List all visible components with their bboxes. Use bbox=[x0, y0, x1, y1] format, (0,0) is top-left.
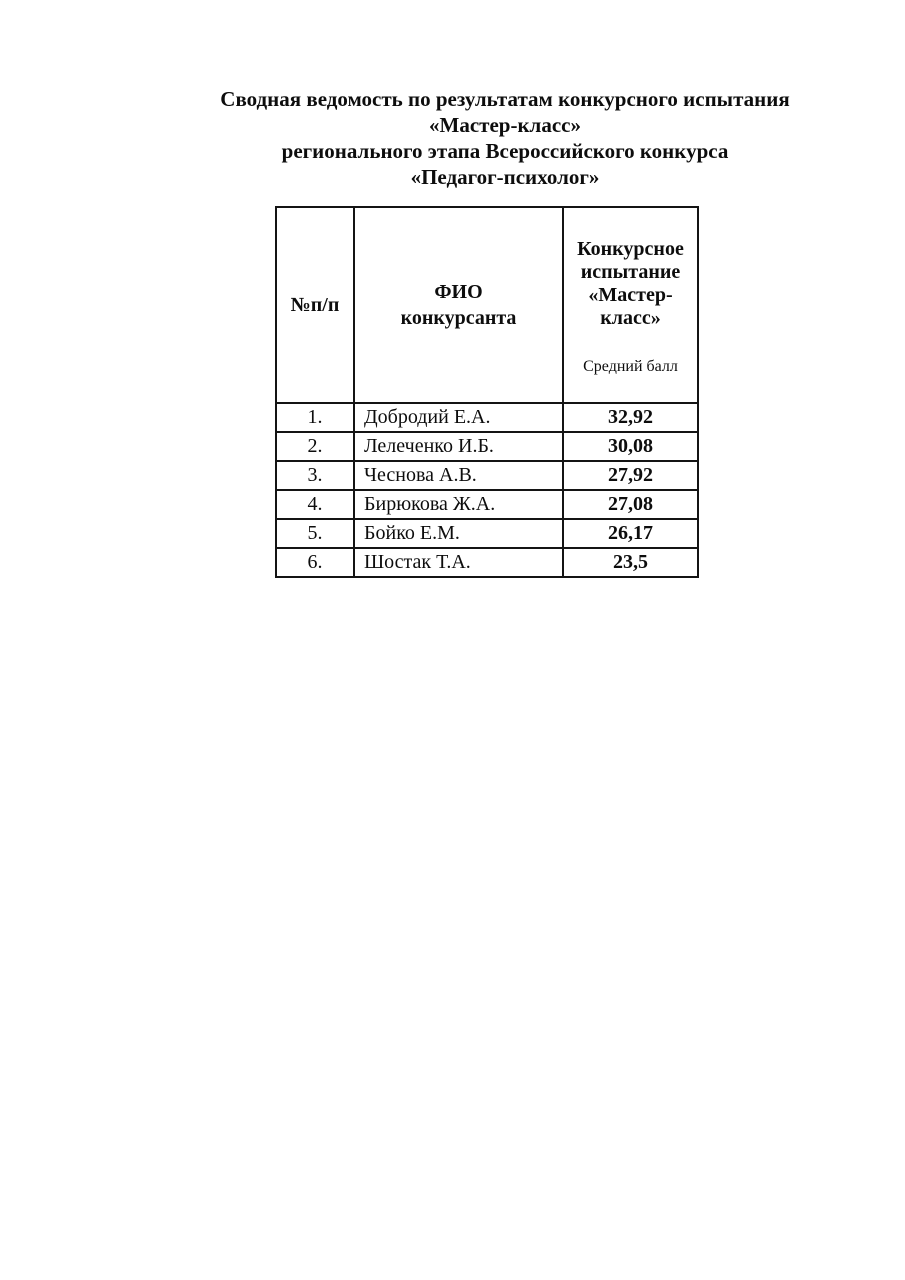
contestant-name-cell: Бойко Е.М. bbox=[353, 518, 564, 549]
row-number-cell: 1. bbox=[275, 402, 355, 433]
row-number-cell: 4. bbox=[275, 489, 355, 520]
results-table: №п/п ФИО конкурсанта Конкурсное испытани… bbox=[275, 206, 699, 578]
header-contestant-name: ФИО конкурсанта bbox=[353, 206, 564, 404]
document-title-line-4: «Педагог-психолог» bbox=[410, 165, 600, 189]
score-cell: 30,08 bbox=[562, 431, 699, 462]
score-cell: 27,92 bbox=[562, 460, 699, 491]
contestant-name-cell: Добродий Е.А. bbox=[353, 402, 564, 433]
table-row: 4. Бирюкова Ж.А. 27,08 bbox=[275, 489, 699, 520]
header-score-title: Конкурсное испытание «Мастер- класс» bbox=[577, 238, 684, 329]
score-cell: 23,5 bbox=[562, 547, 699, 578]
row-number-cell: 6. bbox=[275, 547, 355, 578]
document-title-line-1: Сводная ведомость по результатам конкурс… bbox=[220, 87, 790, 111]
table-row: 1. Добродий Е.А. 32,92 bbox=[275, 402, 699, 433]
row-number-cell: 5. bbox=[275, 518, 355, 549]
results-table-body: 1. Добродий Е.А. 32,92 2. Лелеченко И.Б.… bbox=[275, 402, 699, 578]
contestant-name-cell: Чеснова А.В. bbox=[353, 460, 564, 491]
table-row: 3. Чеснова А.В. 27,92 bbox=[275, 460, 699, 491]
table-row: 2. Лелеченко И.Б. 30,08 bbox=[275, 431, 699, 462]
row-number-cell: 3. bbox=[275, 460, 355, 491]
table-header-row: №п/п ФИО конкурсанта Конкурсное испытани… bbox=[275, 206, 699, 404]
header-num: №п/п bbox=[275, 206, 355, 404]
row-number-cell: 2. bbox=[275, 431, 355, 462]
document-title: Сводная ведомость по результатам конкурс… bbox=[155, 86, 855, 190]
document-title-line-3: регионального этапа Всероссийского конку… bbox=[281, 139, 729, 163]
table-row: 5. Бойко Е.М. 26,17 bbox=[275, 518, 699, 549]
score-cell: 26,17 bbox=[562, 518, 699, 549]
contestant-name-cell: Лелеченко И.Б. bbox=[353, 431, 564, 462]
contestant-name-cell: Шостак Т.А. bbox=[353, 547, 564, 578]
header-score-subtitle: Средний балл bbox=[583, 358, 678, 375]
table-row: 6. Шостак Т.А. 23,5 bbox=[275, 547, 699, 578]
contestant-name-cell: Бирюкова Ж.А. bbox=[353, 489, 564, 520]
header-score: Конкурсное испытание «Мастер- класс» Сре… bbox=[562, 206, 699, 404]
score-cell: 27,08 bbox=[562, 489, 699, 520]
document-title-line-2: «Мастер-класс» bbox=[429, 113, 581, 137]
score-cell: 32,92 bbox=[562, 402, 699, 433]
